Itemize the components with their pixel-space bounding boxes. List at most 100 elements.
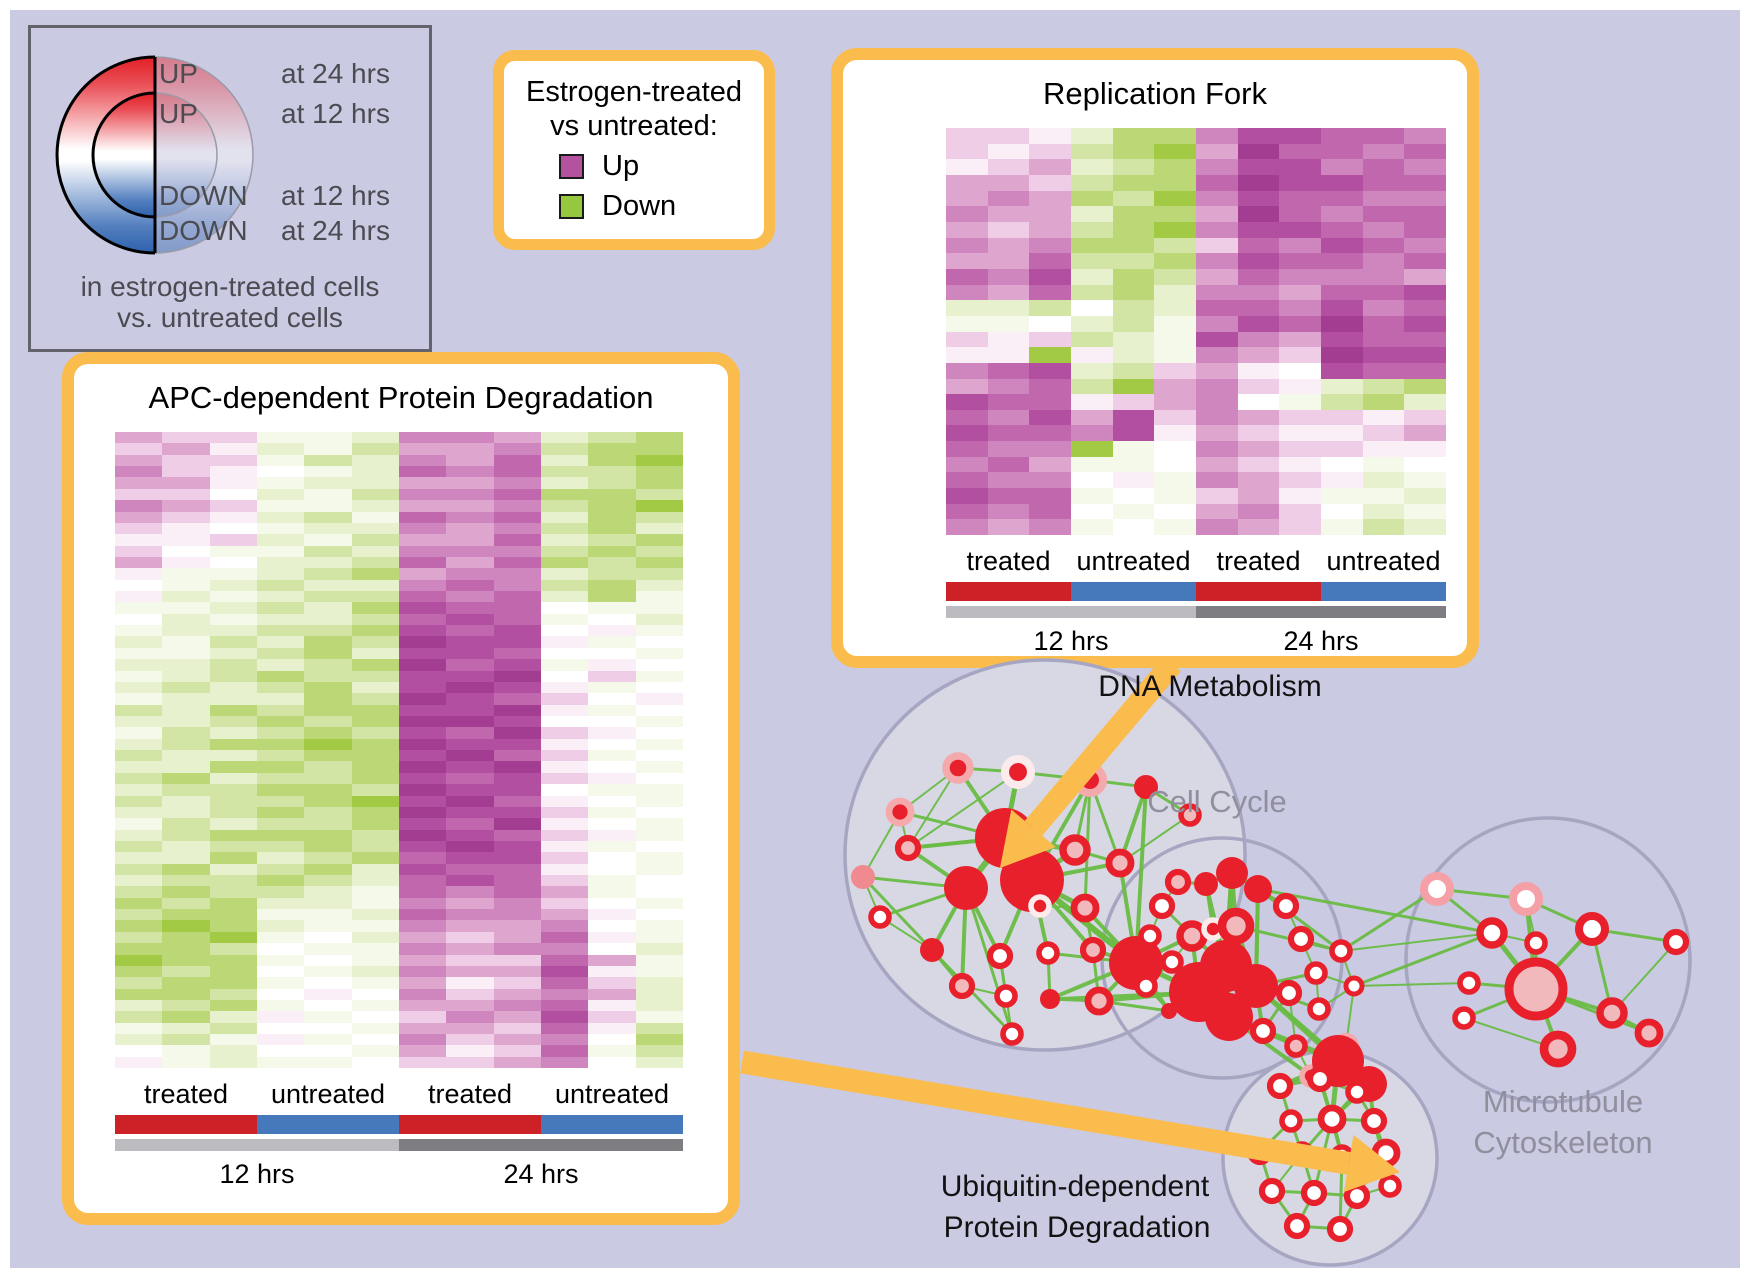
- heatmap-cell: [351, 829, 399, 841]
- heatmap-cell: [209, 1034, 257, 1046]
- time-label: 24 hrs: [503, 1158, 579, 1189]
- heatmap-row: [115, 556, 683, 569]
- heatmap-cell: [115, 727, 163, 739]
- heatmap-cell: [1154, 503, 1197, 520]
- heatmap-cell: [987, 253, 1030, 269]
- heatmap-cell: [588, 477, 636, 489]
- heatmap-cell: [588, 488, 636, 501]
- heatmap-row: [115, 545, 683, 557]
- heatmap-row: [115, 795, 683, 807]
- heatmap-cell: [635, 659, 683, 671]
- heatmap-cell: [1404, 503, 1447, 520]
- heatmap-cell: [493, 897, 541, 910]
- heatmap-cell: [540, 977, 589, 989]
- heatmap-cell: [398, 488, 447, 501]
- heatmap-cell: [588, 556, 636, 569]
- heatmap-cell: [1071, 253, 1113, 269]
- heatmap-cell: [398, 670, 447, 682]
- heatmap-cell: [1237, 362, 1280, 379]
- heatmap-row: [946, 315, 1447, 332]
- heatmap-cell: [946, 284, 988, 301]
- heatmap-cell: [1237, 503, 1280, 520]
- heatmap-cell: [1279, 503, 1322, 520]
- heatmap-cell: [209, 591, 257, 603]
- heatmap-cell: [351, 943, 399, 955]
- heatmap-cell: [540, 511, 589, 523]
- heatmap-row: [946, 300, 1447, 316]
- heatmap-cell: [304, 852, 352, 864]
- heatmap-cell: [540, 772, 589, 785]
- heatmap-cell: [162, 488, 210, 501]
- heatmap-cell: [256, 488, 305, 501]
- heatmap-cell: [1029, 300, 1072, 316]
- heatmap-cell: [446, 977, 494, 989]
- heatmap-cell: [304, 591, 352, 603]
- heatmap-cell: [209, 1022, 257, 1035]
- heatmap-row: [946, 347, 1447, 363]
- heatmap-cell: [304, 522, 352, 535]
- heatmap-cell: [1279, 128, 1322, 144]
- heatmap-cell: [588, 852, 636, 864]
- heatmap-cell: [351, 659, 399, 671]
- heatmap-cell: [1154, 268, 1197, 285]
- heatmap-cell: [493, 977, 541, 989]
- heatmap-cell: [1029, 206, 1072, 222]
- heatmap-cell: [1112, 268, 1155, 285]
- heatmap-cell: [588, 977, 636, 989]
- heatmap-cell: [446, 500, 494, 512]
- heatmap-cell: [351, 818, 399, 830]
- heatmap-cell: [1112, 128, 1155, 144]
- heatmap-cell: [540, 784, 589, 796]
- heatmap-cell: [398, 943, 447, 955]
- heatmap-cell: [1237, 253, 1280, 269]
- heatmap-cell: [493, 806, 541, 819]
- heatmap-cell: [493, 579, 541, 592]
- heatmap-cell: [446, 875, 494, 887]
- heatmap-cell: [1029, 221, 1072, 238]
- heatmap-cell: [446, 704, 494, 716]
- heatmap-cell: [398, 659, 447, 671]
- heatmap-cell: [1404, 315, 1447, 332]
- heatmap-cell: [1112, 300, 1155, 316]
- heatmap-row: [115, 909, 683, 921]
- heatmap-cell: [256, 591, 305, 603]
- heatmap-cell: [588, 875, 636, 887]
- heatmap-cell: [256, 897, 305, 910]
- heatmap-cell: [540, 1045, 589, 1057]
- time-bar-segment: [399, 1139, 683, 1151]
- condition-bar-segment: [1071, 582, 1196, 601]
- heatmap-cell: [304, 977, 352, 989]
- heatmap-cell: [635, 863, 683, 876]
- heatmap-row: [115, 693, 683, 705]
- heatmap-cell: [1404, 488, 1447, 504]
- heatmap-cell: [398, 863, 447, 876]
- heatmap-cell: [588, 761, 636, 773]
- heatmap-cell: [209, 488, 257, 501]
- heatmap-cell: [304, 534, 352, 546]
- heatmap-cell: [304, 670, 352, 682]
- heatmap-cell: [1154, 441, 1197, 457]
- heatmap-cell: [1404, 190, 1447, 207]
- heatmap-cell: [162, 704, 210, 716]
- heatmap-cell: [446, 738, 494, 751]
- heatmap-cell: [162, 920, 210, 932]
- heatmap-cell: [162, 534, 210, 546]
- heatmap-cell: [162, 647, 210, 660]
- heatmap-cell: [1112, 519, 1155, 536]
- heatmap-cell: [115, 806, 163, 819]
- heatmap-cell: [115, 840, 163, 853]
- heatmap-cell: [304, 579, 352, 592]
- heatmap-cell: [209, 909, 257, 921]
- heatmap-cell: [588, 522, 636, 535]
- heatmap-cell: [987, 456, 1030, 473]
- condition-labels: treated untreated treated untreated: [115, 1076, 683, 1110]
- heatmap-cell: [635, 681, 683, 694]
- heatmap-cell: [588, 909, 636, 921]
- heatmap-row: [946, 456, 1447, 473]
- heatmap-cell: [1196, 456, 1238, 473]
- heatmap-cell: [588, 1045, 636, 1057]
- heatmap-cell: [1029, 472, 1072, 489]
- heatmap-cell: [351, 500, 399, 512]
- apc-title: APC-dependent Protein Degradation: [148, 380, 654, 415]
- heatmap-row: [946, 441, 1447, 457]
